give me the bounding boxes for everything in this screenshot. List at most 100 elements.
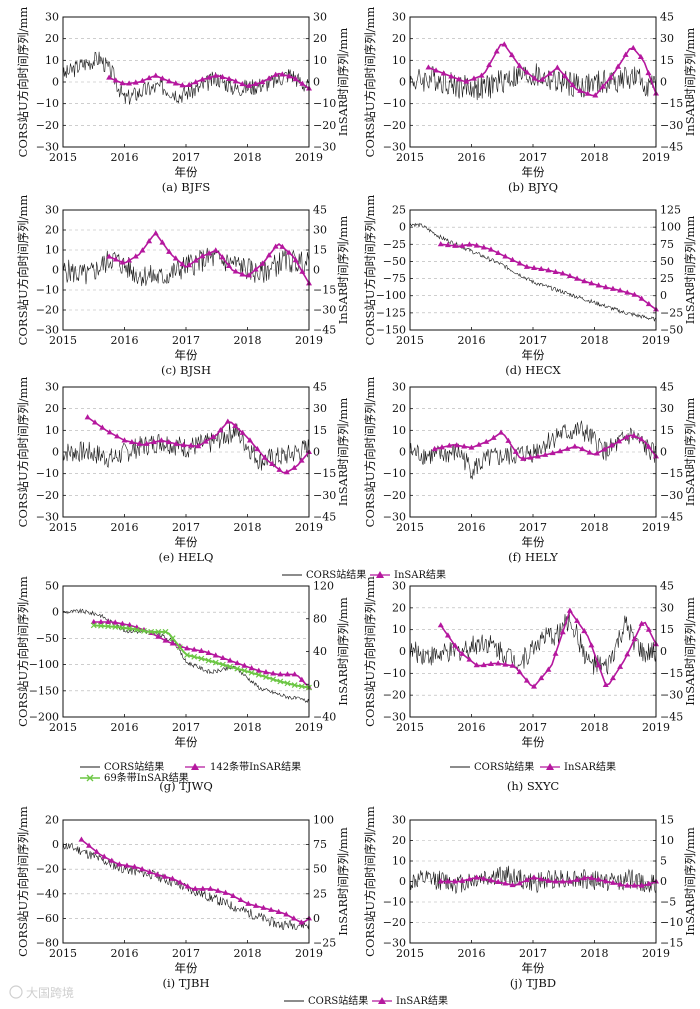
panel-caption: (c) BJSH — [161, 363, 211, 377]
x-tick-label: 2017 — [172, 151, 200, 164]
y2-tick-label: 30 — [660, 32, 674, 45]
y-axis-label: CORS站U方向时间序列/mm — [363, 576, 377, 727]
insar-point — [261, 454, 268, 460]
y-tick-label: 10 — [45, 244, 59, 257]
insar-point — [509, 256, 516, 262]
insar-point — [248, 665, 255, 671]
insar-point — [623, 434, 630, 440]
y-axis-label: CORS站U方向时间序列/mm — [363, 195, 377, 346]
insar-point — [259, 78, 266, 85]
insar-point — [192, 885, 199, 891]
insar-point — [538, 674, 545, 681]
insar-point — [283, 911, 290, 917]
x-tick-label: 2019 — [295, 334, 323, 347]
insar-point — [106, 74, 113, 80]
insar-point — [126, 80, 133, 86]
y-axis-label: CORS站U方向时间序列/mm — [16, 7, 30, 158]
y2-tick-label: 50 — [313, 863, 327, 876]
x-axis-label: 年份 — [522, 735, 545, 749]
cors-series — [62, 423, 310, 471]
panel-caption: (h) SXYC — [507, 779, 559, 793]
x-tick-label: 2015 — [396, 151, 424, 164]
y2-tick-label: 45 — [660, 381, 674, 394]
y2-tick-label: 0 — [313, 912, 320, 925]
x-tick-label: 2018 — [234, 334, 262, 347]
insar-point — [498, 429, 505, 435]
x-tick-label: 2016 — [458, 521, 486, 534]
insar-point — [509, 662, 516, 668]
y-tick-label: −50 — [36, 632, 59, 645]
insar-69-point — [205, 657, 212, 664]
y-tick-label: −50 — [383, 255, 406, 268]
y2-tick-label: 15 — [660, 54, 674, 67]
insar-point — [112, 256, 119, 262]
insar-point — [86, 842, 93, 848]
insar-point — [495, 660, 502, 666]
x-tick-label: 2018 — [581, 721, 609, 734]
insar-point — [531, 874, 538, 880]
insar-point — [459, 877, 466, 883]
panel-h: 30 20 10 0 −10 −20 −30 45 30 15 0 −15 −30 −45 2015 2016… — [363, 576, 697, 793]
y2-axis-label: InSAR时间序列/mm — [336, 216, 350, 325]
x-tick-label: 2017 — [519, 151, 547, 164]
y-tick-label: −30 — [383, 511, 406, 524]
x-tick-label: 2015 — [49, 151, 77, 164]
insar-point — [116, 861, 123, 867]
x-tick-label: 2019 — [295, 521, 323, 534]
x-tick-label: 2019 — [295, 947, 323, 960]
insar-69-point — [184, 652, 190, 658]
insar-point — [516, 668, 523, 675]
panel-j: 30 20 10 0 −10 −20 −30 15 10 5 0 −5 −10 −15 2015 2016 20… — [363, 806, 697, 990]
panel-f: 30 20 10 0 −10 −20 −30 45 30 15 0 −15 −30 −45 2015 2016… — [363, 377, 697, 564]
y-tick-label: −20 — [36, 489, 59, 502]
y2-tick-label: −30 — [660, 689, 683, 702]
insar-point — [516, 880, 523, 886]
insar-point — [136, 440, 143, 446]
legend-insar-marker — [376, 571, 384, 578]
y2-tick-label: 0 — [660, 875, 667, 888]
x-tick-label: 2016 — [111, 721, 139, 734]
insar-point — [599, 83, 606, 89]
y-tick-label: 0 — [399, 875, 406, 888]
insar-69-point — [98, 622, 104, 629]
y-tick-label: 0 — [52, 76, 59, 89]
insar-point — [538, 876, 545, 882]
insar-point — [106, 253, 113, 259]
legend-g: CORS站结果 142条带InSAR结果 69条带InSAR结果 — [80, 760, 301, 784]
y2-tick-label: 15 — [660, 814, 674, 827]
cors-series — [62, 608, 310, 704]
insar-69-point — [105, 623, 112, 630]
x-tick-label: 2018 — [234, 521, 262, 534]
legend-h-insar-marker — [546, 763, 554, 770]
insar-point — [252, 902, 259, 908]
x-tick-label: 2018 — [234, 151, 262, 164]
legend-g-142-marker — [191, 763, 199, 770]
insar-point — [239, 429, 246, 435]
y-tick-label: 25 — [392, 204, 406, 217]
insar-point — [254, 445, 261, 452]
x-tick-label: 2015 — [49, 334, 77, 347]
insar-point — [574, 876, 581, 882]
insar-point — [84, 414, 91, 420]
insar-point — [444, 241, 451, 248]
panel-e: 30 20 10 0 −10 −20 −30 45 30 15 0 −15 −30 −45 2015 2016… — [16, 377, 350, 564]
insar-point — [588, 642, 595, 648]
insar-point — [630, 432, 637, 438]
y2-tick-label: 25 — [313, 887, 327, 900]
y2-axis-label: InSAR时间序列/mm — [683, 216, 697, 325]
insar-point — [234, 659, 241, 666]
insar-point — [569, 81, 576, 88]
y-tick-label: −100 — [376, 289, 406, 302]
insar-69-point — [141, 628, 147, 634]
insar-point — [502, 253, 509, 259]
y2-axis-label: InSAR时间序列/mm — [683, 827, 697, 936]
x-tick-label: 2019 — [642, 947, 670, 960]
insar-point — [291, 671, 298, 677]
insar-point — [202, 438, 209, 444]
y-tick-label: 0 — [399, 221, 406, 234]
insar-point — [593, 450, 600, 456]
insar-point — [438, 444, 445, 450]
insar-point — [106, 429, 113, 435]
insar-point — [112, 77, 119, 83]
insar-point — [531, 75, 538, 81]
